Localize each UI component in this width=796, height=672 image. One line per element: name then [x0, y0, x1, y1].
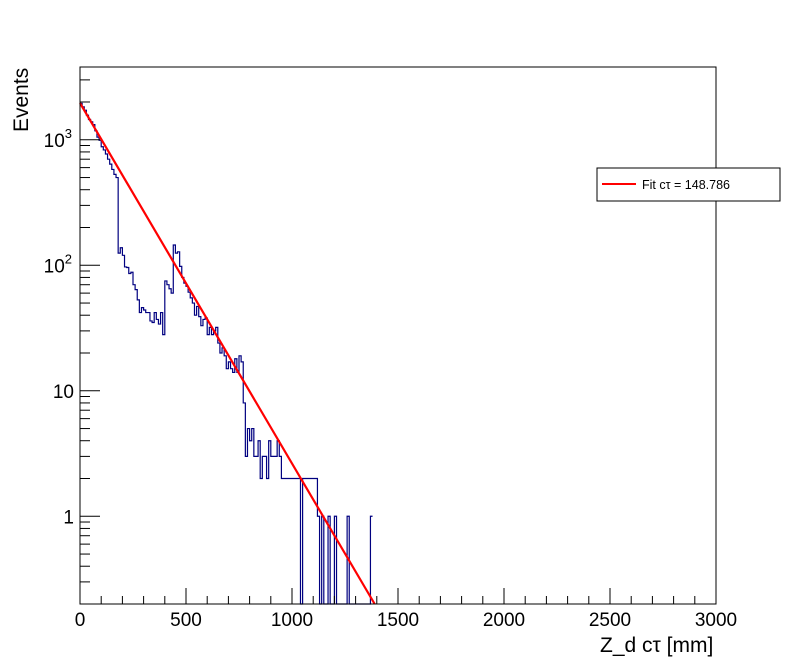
- legend-entry-label: Fit cτ = 148.786: [642, 178, 730, 192]
- fit-series: [79, 102, 376, 605]
- x-tick-label: 1000: [271, 610, 313, 631]
- x-tick-label: 3000: [695, 610, 737, 631]
- x-tick-label: 2000: [483, 610, 525, 631]
- y-axis-label: Events: [10, 68, 33, 132]
- x-tick-label: 0: [75, 610, 86, 631]
- fit-line: [79, 102, 376, 605]
- x-tick-label: 2500: [589, 610, 631, 631]
- y-tick-label: 10: [53, 382, 74, 403]
- axes: 0 500 1000 1500 2000 2500 3000 1 10 102 103: [44, 79, 737, 631]
- histogram-series: [80, 102, 373, 605]
- y-tick-label: 103: [44, 126, 72, 152]
- x-tick-label: 500: [170, 610, 202, 631]
- plot-frame: [79, 66, 717, 605]
- legend: Fit cτ = 148.786: [596, 167, 781, 202]
- y-tick-label: 102: [44, 251, 72, 277]
- x-axis-label: Z_d cτ [mm]: [600, 634, 713, 657]
- histogram-outline: [80, 102, 373, 605]
- y-tick-label: 1: [63, 507, 74, 528]
- x-tick-label: 1500: [377, 610, 419, 631]
